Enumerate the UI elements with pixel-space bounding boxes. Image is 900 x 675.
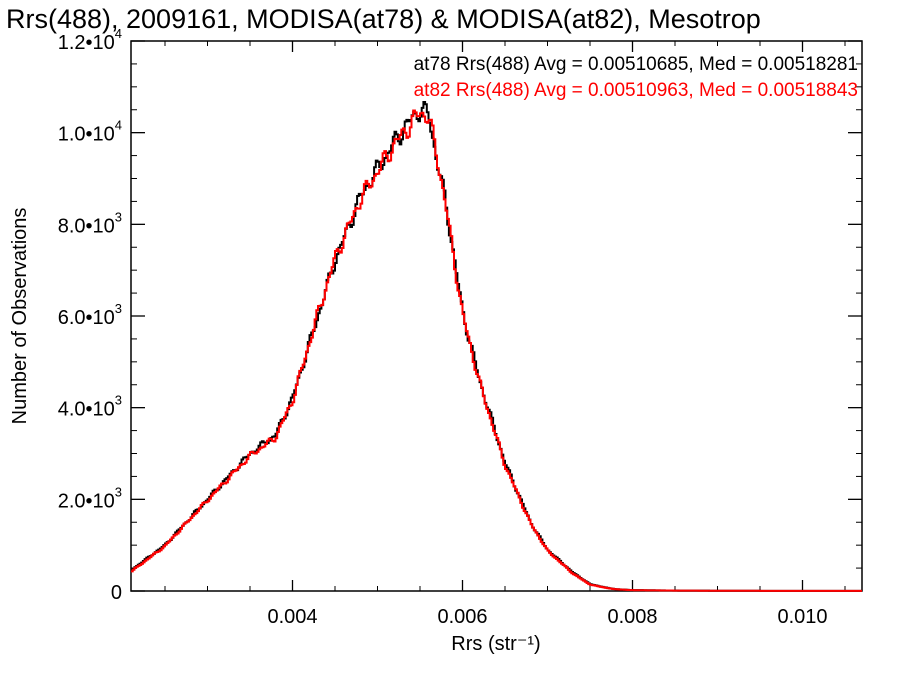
y-tick-labels: 02.0•1034.0•1036.0•1038.0•1031.0•1041.2•… bbox=[58, 26, 122, 604]
y-tick-label: 2.0•103 bbox=[58, 484, 122, 512]
series-line-at78 bbox=[131, 100, 862, 592]
y-tick-label-base: 8.0•10 bbox=[58, 215, 115, 237]
x-tick-label: 0.006 bbox=[437, 606, 487, 628]
y-tick-label-exponent: 3 bbox=[115, 484, 122, 499]
y-tick-label-base: 2.0•10 bbox=[58, 490, 115, 512]
y-tick-label-base: 1.2•10 bbox=[58, 32, 115, 54]
series-line-at82 bbox=[131, 109, 862, 592]
y-tick-label-exponent: 4 bbox=[115, 118, 122, 133]
y-tick-label: 6.0•103 bbox=[58, 301, 122, 329]
y-tick-label-exponent: 3 bbox=[115, 301, 122, 316]
y-tick-label-base: 0 bbox=[111, 582, 122, 604]
y-tick-label: 1.0•104 bbox=[58, 118, 122, 146]
y-tick-label-base: 6.0•10 bbox=[58, 307, 115, 329]
y-tick-label-exponent: 3 bbox=[115, 209, 122, 224]
y-tick-label-base: 4.0•10 bbox=[58, 399, 115, 421]
y-tick-label: 0 bbox=[111, 582, 122, 604]
y-tick-label: 8.0•103 bbox=[58, 209, 122, 237]
y-tick-label-base: 1.0•10 bbox=[58, 124, 115, 146]
y-axis-label: Number of Observations bbox=[9, 208, 31, 425]
x-tick-label: 0.004 bbox=[267, 606, 317, 628]
y-tick-label-exponent: 4 bbox=[115, 26, 122, 41]
series-layer bbox=[131, 100, 862, 592]
plot-frame bbox=[130, 40, 863, 592]
axis-ticks bbox=[131, 40, 862, 592]
y-tick-label-exponent: 3 bbox=[115, 393, 122, 408]
legend-entry-at78: at78 Rrs(488) Avg = 0.00510685, Med = 0.… bbox=[414, 54, 858, 75]
chart-title: Rrs(488), 2009161, MODISA(at78) & MODISA… bbox=[6, 4, 761, 34]
x-tick-label: 0.010 bbox=[777, 606, 827, 628]
x-tick-labels: 0.004 0.006 0.008 0.010 bbox=[267, 606, 827, 628]
legend-entry-at82: at82 Rrs(488) Avg = 0.00510963, Med = 0.… bbox=[414, 80, 858, 101]
x-tick-label: 0.008 bbox=[607, 606, 657, 628]
y-tick-label: 4.0•103 bbox=[58, 393, 122, 421]
y-tick-label: 1.2•104 bbox=[58, 26, 122, 54]
x-axis-label: Rrs (str⁻¹) bbox=[451, 633, 540, 655]
